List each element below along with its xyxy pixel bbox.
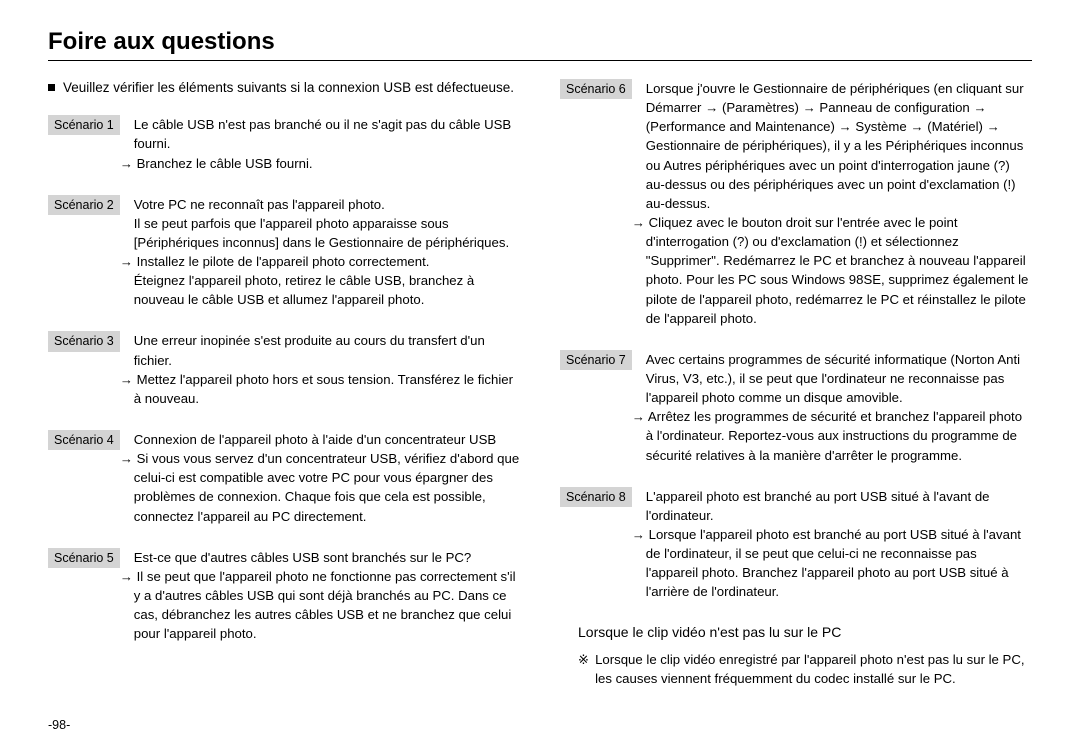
sub-heading: Lorsque le clip vidéo n'est pas lu sur l… [578, 624, 1032, 640]
scenario-7: Scénario 7 Avec certains programmes de s… [560, 350, 1032, 465]
scenario-body: Une erreur inopinée s'est produite au co… [134, 331, 520, 408]
scenario-3: Scénario 3 Une erreur inopinée s'est pro… [48, 331, 520, 408]
text-line: Votre PC ne reconnaît pas l'appareil pho… [134, 195, 520, 214]
text-line: → Cliquez avec le bouton droit sur l'ent… [632, 213, 1032, 328]
scenario-label: Scénario 6 [560, 79, 632, 99]
two-column-layout: Veuillez vérifier les éléments suivants … [48, 79, 1032, 688]
text-line: → Arrêtez les programmes de sécurité et … [632, 407, 1032, 464]
right-column: Scénario 6 Lorsque j'ouvre le Gestionnai… [560, 79, 1032, 688]
text-line: → Lorsque l'appareil photo est branché a… [632, 525, 1032, 602]
intro-row: Veuillez vérifier les éléments suivants … [48, 79, 520, 97]
text-line: → Branchez le câble USB fourni. [120, 154, 520, 173]
reference-mark-icon: ※ [578, 650, 589, 669]
left-column: Veuillez vérifier les éléments suivants … [48, 79, 520, 688]
scenario-body: Votre PC ne reconnaît pas l'appareil pho… [134, 195, 520, 310]
scenario-label: Scénario 7 [560, 350, 632, 370]
text-line: Lorsque j'ouvre le Gestionnaire de périp… [646, 79, 1032, 213]
scenario-4: Scénario 4 Connexion de l'appareil photo… [48, 430, 520, 526]
scenario-label: Scénario 3 [48, 331, 120, 351]
text-line: → Il se peut que l'appareil photo ne fon… [120, 567, 520, 644]
text-line: L'appareil photo est branché au port USB… [646, 487, 1032, 525]
scenario-8: Scénario 8 L'appareil photo est branché … [560, 487, 1032, 602]
page-title: Foire aux questions [48, 28, 1032, 61]
scenario-body: Est-ce que d'autres câbles USB sont bran… [134, 548, 520, 644]
scenario-body: Le câble USB n'est pas branché ou il ne … [134, 115, 520, 172]
text-line: Le câble USB n'est pas branché ou il ne … [134, 115, 520, 153]
scenario-label: Scénario 1 [48, 115, 120, 135]
scenario-body: L'appareil photo est branché au port USB… [646, 487, 1032, 602]
note-text: Lorsque le clip vidéo enregistré par l'a… [595, 650, 1032, 688]
text-line: Éteignez l'appareil photo, retirez le câ… [134, 271, 520, 309]
scenario-label: Scénario 8 [560, 487, 632, 507]
text-line: → Si vous vous servez d'un concentrateur… [120, 449, 520, 526]
scenario-label: Scénario 4 [48, 430, 120, 450]
note-row: ※ Lorsque le clip vidéo enregistré par l… [578, 650, 1032, 688]
scenario-body: Avec certains programmes de sécurité inf… [646, 350, 1032, 465]
square-bullet-icon [48, 84, 55, 91]
text-line: Il se peut parfois que l'appareil photo … [134, 214, 520, 252]
page-number: -98- [48, 718, 70, 732]
scenario-2: Scénario 2 Votre PC ne reconnaît pas l'a… [48, 195, 520, 310]
text-line: Avec certains programmes de sécurité inf… [646, 350, 1032, 407]
scenario-body: Lorsque j'ouvre le Gestionnaire de périp… [646, 79, 1032, 328]
scenario-label: Scénario 5 [48, 548, 120, 568]
scenario-6: Scénario 6 Lorsque j'ouvre le Gestionnai… [560, 79, 1032, 328]
scenario-1: Scénario 1 Le câble USB n'est pas branch… [48, 115, 520, 172]
text-line: → Mettez l'appareil photo hors et sous t… [120, 370, 520, 408]
intro-text: Veuillez vérifier les éléments suivants … [63, 79, 514, 97]
scenario-5: Scénario 5 Est-ce que d'autres câbles US… [48, 548, 520, 644]
text-line: Une erreur inopinée s'est produite au co… [134, 331, 520, 369]
text-line: Est-ce que d'autres câbles USB sont bran… [134, 548, 520, 567]
scenario-body: Connexion de l'appareil photo à l'aide d… [134, 430, 520, 526]
text-line: → Installez le pilote de l'appareil phot… [120, 252, 520, 271]
text-line: Connexion de l'appareil photo à l'aide d… [134, 430, 520, 449]
scenario-label: Scénario 2 [48, 195, 120, 215]
